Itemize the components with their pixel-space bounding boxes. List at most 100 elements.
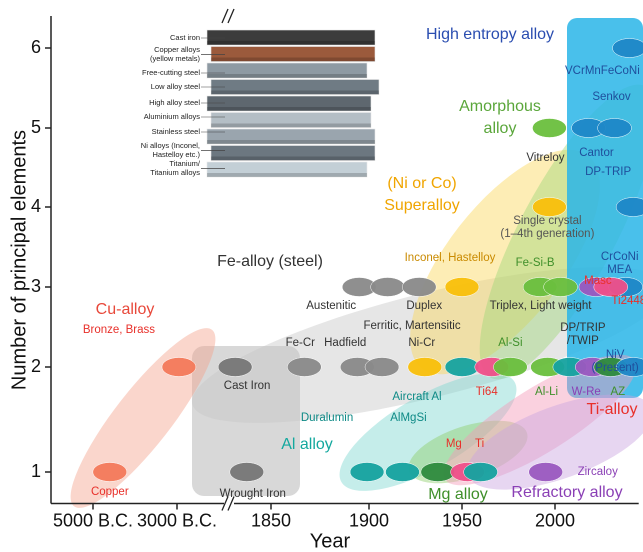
plate-side — [207, 107, 371, 111]
group-region — [443, 354, 637, 486]
alloy-point — [407, 357, 443, 377]
y-tick-label: 2 — [31, 356, 41, 376]
group-region — [191, 267, 643, 423]
inset-label: Titanium/ — [169, 159, 200, 168]
inset-label: (yellow metals) — [150, 54, 201, 63]
alloy-point — [287, 357, 322, 377]
group-label: (Ni or Co) — [387, 175, 456, 192]
x-tick-label: 1950 — [442, 510, 482, 530]
plate — [210, 46, 376, 62]
plate-side — [211, 123, 371, 128]
plate-side — [207, 140, 375, 144]
alloy-point — [532, 118, 567, 138]
point-label: Ni-Cr — [408, 337, 435, 349]
point-label: Zircaloy — [578, 466, 619, 478]
point-label: Ferritic, Martensitic — [363, 320, 460, 332]
point-label: Cantor — [579, 147, 614, 159]
inset-label: Titanium alloys — [150, 168, 200, 177]
x-tick-label: 3000 B.C. — [137, 510, 217, 530]
point-label: Aircraft Al — [392, 391, 441, 403]
alloy-point — [615, 197, 643, 217]
point-label: CrCoNi — [601, 251, 639, 263]
x-tick-label: 2000 — [535, 510, 575, 530]
cast-iron-box — [192, 346, 300, 496]
group-region — [339, 373, 517, 491]
plate-side — [211, 90, 379, 95]
point-label: Al-Li — [535, 386, 558, 398]
inset-label: Low alloy steel — [151, 82, 201, 91]
x-tick-label: 1850 — [251, 510, 291, 530]
axis-break — [221, 496, 229, 511]
group-label: Ti-alloy — [587, 401, 638, 418]
alloy-point — [593, 277, 629, 297]
point-label: Ti64 — [476, 386, 499, 398]
y-tick-label: 1 — [31, 461, 41, 481]
axis-break-gap — [224, 498, 234, 509]
point-label: Senkov — [592, 91, 631, 103]
x-axis-title: Year — [310, 530, 351, 552]
inset-label: Aluminium alloys — [144, 112, 201, 121]
point-label: Triplex, Light weight — [490, 300, 593, 312]
group-label: Cu-alloy — [96, 301, 155, 318]
point-label: Ti — [475, 438, 484, 450]
plate — [210, 112, 372, 128]
y-tick-label: 5 — [31, 117, 41, 137]
alloy-point — [92, 462, 128, 482]
alloy-point — [444, 357, 480, 377]
alloy-point — [532, 197, 567, 217]
point-label: AZ — [610, 386, 625, 398]
axis-break — [227, 496, 235, 511]
x-tick-label: 1900 — [349, 510, 389, 530]
point-label: Al-Si — [498, 337, 522, 349]
plate-side — [207, 173, 367, 177]
point-label: Duplex — [406, 300, 442, 312]
axis-break-gap — [224, 11, 234, 21]
y-tick-label: 4 — [31, 196, 41, 216]
group-label: Fe-alloy (steel) — [217, 253, 323, 270]
group-region — [467, 394, 643, 490]
alloy-point — [161, 357, 197, 377]
point-label: AlMgSi — [390, 412, 426, 424]
y-axis-title: Number of principal elements — [8, 130, 30, 390]
point-label: Austenitic — [306, 300, 356, 312]
point-label: Single crystal — [513, 215, 581, 227]
alloy-point — [364, 357, 400, 377]
plate-side — [207, 41, 375, 45]
alloy-point — [349, 462, 385, 482]
axis-break — [227, 8, 235, 24]
plate — [206, 29, 376, 46]
point-label: (Present) — [591, 362, 638, 374]
point-label: /TWIP — [567, 335, 599, 347]
point-label: VCrMnFeCoNi — [565, 65, 640, 77]
point-label: NiV — [606, 349, 625, 361]
point-label: W-Re — [572, 386, 601, 398]
alloy-point — [385, 462, 420, 482]
point-label: MEA — [607, 264, 632, 276]
group-label: alloy — [484, 120, 517, 137]
alloy-point — [597, 118, 632, 138]
inset-label: Cast iron — [170, 33, 200, 42]
point-label: Duralumin — [301, 412, 353, 424]
alloy-point — [420, 462, 456, 482]
plate-side — [207, 74, 367, 78]
group-label: Al alloy — [281, 436, 333, 453]
point-label: Bronze, Brass — [83, 324, 155, 336]
plate — [206, 95, 372, 112]
inset-label: High alloy steel — [149, 98, 200, 107]
inset-label: Hastelloy etc.) — [152, 150, 200, 159]
point-label: DP-TRIP — [585, 166, 631, 178]
alloy-point — [528, 462, 563, 482]
alloy-point — [229, 462, 265, 482]
point-label: Cast Iron — [224, 380, 271, 392]
alloy-point — [543, 277, 578, 297]
point-label: (1–4th generation) — [500, 228, 594, 240]
point-label: Ti2448 — [611, 295, 643, 307]
inset-label: Free-cutting steel — [142, 68, 200, 77]
alloy-point — [370, 277, 405, 297]
point-label: Inconel, Hastelloy — [405, 252, 496, 264]
inset-label: Ni alloys (Inconel, — [141, 141, 200, 150]
y-tick-label: 6 — [31, 37, 41, 57]
x-tick-label: 5000 B.C. — [53, 510, 133, 530]
